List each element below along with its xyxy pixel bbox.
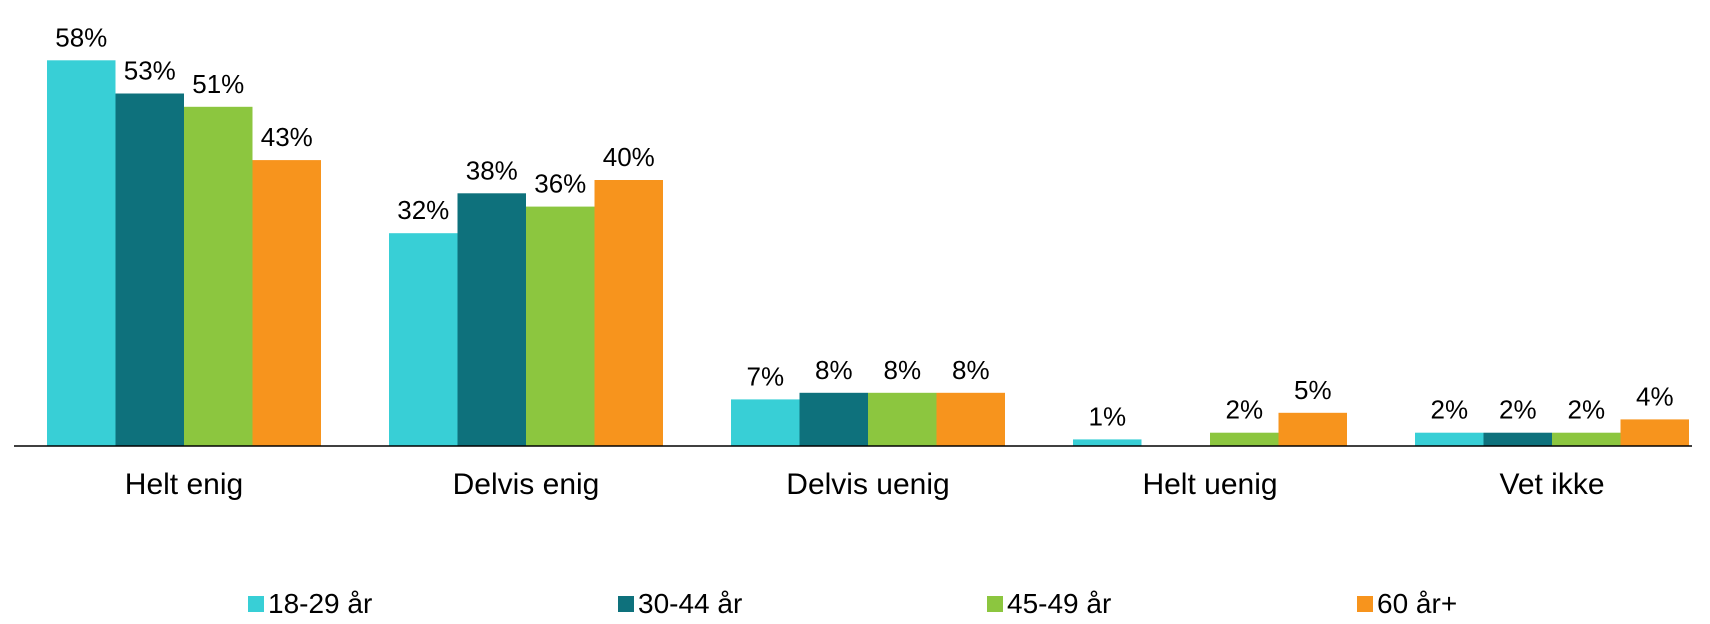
bar-vet-ikke-45-49-r bbox=[1552, 432, 1621, 446]
value-label-delvis-uenig-30-44-r: 8% bbox=[815, 355, 853, 385]
legend-item-45-49: 45-49 år bbox=[987, 588, 1111, 620]
value-label-delvis-enig-18-29-r: 32% bbox=[397, 195, 449, 225]
category-label-helt-uenig: Helt uenig bbox=[1142, 468, 1277, 501]
bars-group bbox=[47, 60, 1689, 447]
category-label-helt-enig: Helt enig bbox=[125, 468, 243, 501]
value-label-vet-ikke-18-29-r: 2% bbox=[1431, 395, 1469, 425]
legend-item-18-29: 18-29 år bbox=[248, 588, 372, 620]
value-label-delvis-enig-60-r: 40% bbox=[603, 142, 655, 172]
bar-vet-ikke-18-29-r bbox=[1415, 432, 1484, 446]
value-label-helt-enig-60-r: 43% bbox=[261, 122, 313, 152]
bar-helt-enig-45-49-r bbox=[184, 106, 253, 447]
legend-label-45-49: 45-49 år bbox=[1007, 588, 1112, 619]
value-label-delvis-uenig-18-29-r: 7% bbox=[747, 361, 785, 391]
legend-swatch-60-plus bbox=[1357, 596, 1373, 612]
bar-helt-uenig-45-49-r bbox=[1210, 432, 1279, 446]
value-label-helt-enig-30-44-r: 53% bbox=[124, 56, 176, 86]
legend-item-30-44: 30-44 år bbox=[618, 588, 742, 620]
bar-delvis-enig-18-29-r bbox=[389, 233, 458, 446]
value-label-helt-enig-18-29-r: 58% bbox=[55, 22, 107, 52]
value-label-helt-enig-45-49-r: 51% bbox=[192, 69, 244, 99]
bar-delvis-enig-60-r bbox=[594, 180, 663, 446]
bar-vet-ikke-60-r bbox=[1620, 419, 1689, 446]
category-labels-group: Helt enig Delvis enig Delvis uenig Helt uen… bbox=[125, 468, 1605, 501]
bar-delvis-uenig-45-49-r bbox=[868, 392, 937, 446]
bar-helt-enig-30-44-r bbox=[115, 93, 184, 446]
bar-helt-uenig-18-29-r bbox=[1073, 439, 1142, 447]
value-label-delvis-uenig-60-r: 8% bbox=[952, 355, 990, 385]
value-label-delvis-enig-30-44-r: 38% bbox=[466, 155, 518, 185]
category-label-delvis-uenig: Delvis uenig bbox=[786, 468, 949, 501]
bar-helt-enig-18-29-r bbox=[47, 60, 116, 447]
legend-swatch-45-49 bbox=[987, 596, 1003, 612]
legend-label-60-plus: 60 år+ bbox=[1377, 588, 1458, 619]
category-label-vet-ikke: Vet ikke bbox=[1499, 468, 1604, 501]
value-labels-group: 58% 53% 51% 43% 32% 38% 36% 40% 7% 8% 8% 8% 1% 2% 5% 2%… bbox=[55, 22, 1673, 431]
bar-delvis-enig-45-49-r bbox=[526, 206, 595, 446]
legend-label-18-29: 18-29 år bbox=[268, 588, 373, 619]
legend-swatch-18-29 bbox=[248, 596, 264, 612]
value-label-vet-ikke-60-r: 4% bbox=[1636, 381, 1674, 411]
value-label-delvis-uenig-45-49-r: 8% bbox=[884, 355, 922, 385]
category-label-delvis-enig: Delvis enig bbox=[453, 468, 600, 501]
legend-item-60-plus: 60 år+ bbox=[1357, 588, 1457, 620]
bar-delvis-enig-30-44-r bbox=[457, 193, 526, 446]
legend: 18-29 år 30-44 år 45-49 år 60 år+ bbox=[0, 588, 1710, 624]
bar-helt-uenig-60-r bbox=[1278, 412, 1347, 447]
legend-label-30-44: 30-44 år bbox=[638, 588, 743, 619]
value-label-helt-uenig-60-r: 5% bbox=[1294, 375, 1332, 405]
value-label-vet-ikke-45-49-r: 2% bbox=[1568, 395, 1606, 425]
legend-swatch-30-44 bbox=[618, 596, 634, 612]
value-label-vet-ikke-30-44-r: 2% bbox=[1499, 395, 1537, 425]
value-label-delvis-enig-45-49-r: 36% bbox=[534, 169, 586, 199]
value-label-helt-uenig-45-49-r: 2% bbox=[1226, 395, 1264, 425]
value-label-helt-uenig-18-29-r: 1% bbox=[1089, 401, 1127, 431]
bar-helt-enig-60-r bbox=[252, 160, 321, 446]
bar-vet-ikke-30-44-r bbox=[1483, 432, 1552, 446]
bar-delvis-uenig-60-r bbox=[936, 392, 1005, 446]
bar-delvis-uenig-30-44-r bbox=[799, 392, 868, 446]
bar-delvis-uenig-18-29-r bbox=[731, 399, 800, 446]
